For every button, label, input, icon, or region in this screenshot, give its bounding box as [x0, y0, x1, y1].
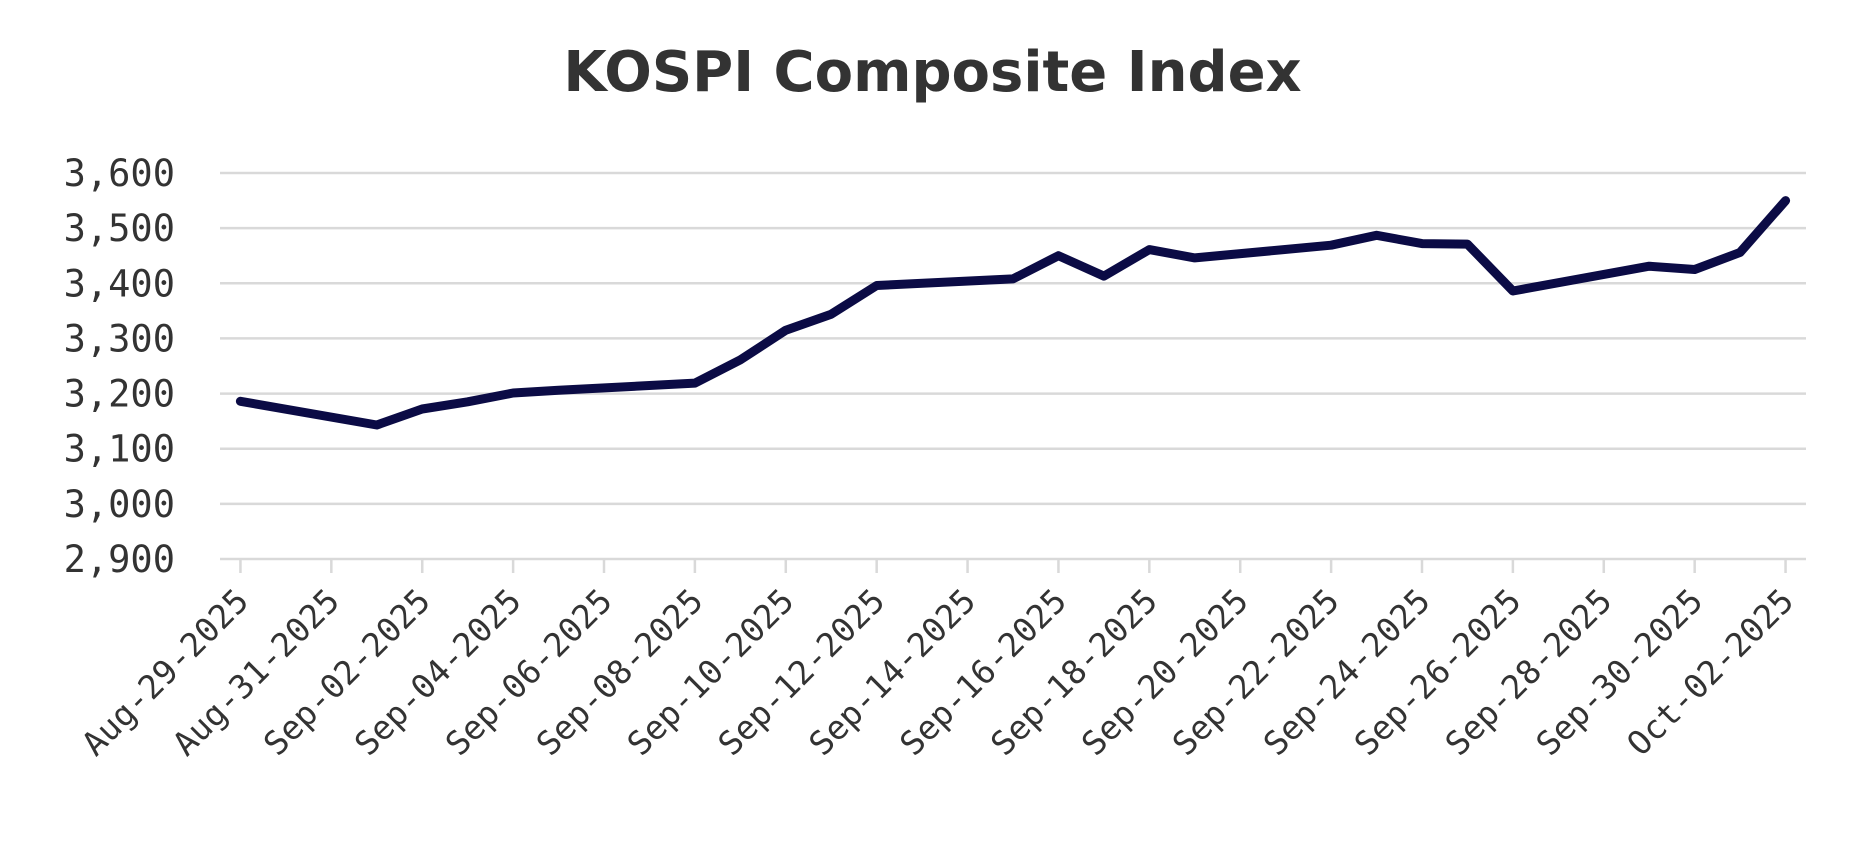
- grid-lines: [220, 171, 1806, 506]
- series-layer: [235, 196, 1791, 430]
- series-line: [235, 196, 1791, 430]
- y-tick-label: 3,000: [64, 483, 175, 526]
- y-tick-label: 3,100: [64, 428, 175, 471]
- chart-title: KOSPI Composite Index: [563, 40, 1302, 105]
- x-axis: [220, 557, 1806, 573]
- y-tick-label: 2,900: [64, 538, 175, 581]
- y-axis-labels: 2,900 3,000 3,100 3,200 3,300 3,400 3,500 3,600: [64, 152, 175, 581]
- y-tick-label: 3,200: [64, 373, 175, 416]
- x-axis-labels: Aug-29-2025Aug-31-2025Sep-02-2025Sep-04-…: [74, 581, 1801, 763]
- y-tick-label: 3,500: [64, 207, 175, 250]
- y-tick-label: 3,300: [64, 317, 175, 360]
- y-tick-label: 3,600: [64, 152, 175, 195]
- y-tick-label: 3,400: [64, 262, 175, 305]
